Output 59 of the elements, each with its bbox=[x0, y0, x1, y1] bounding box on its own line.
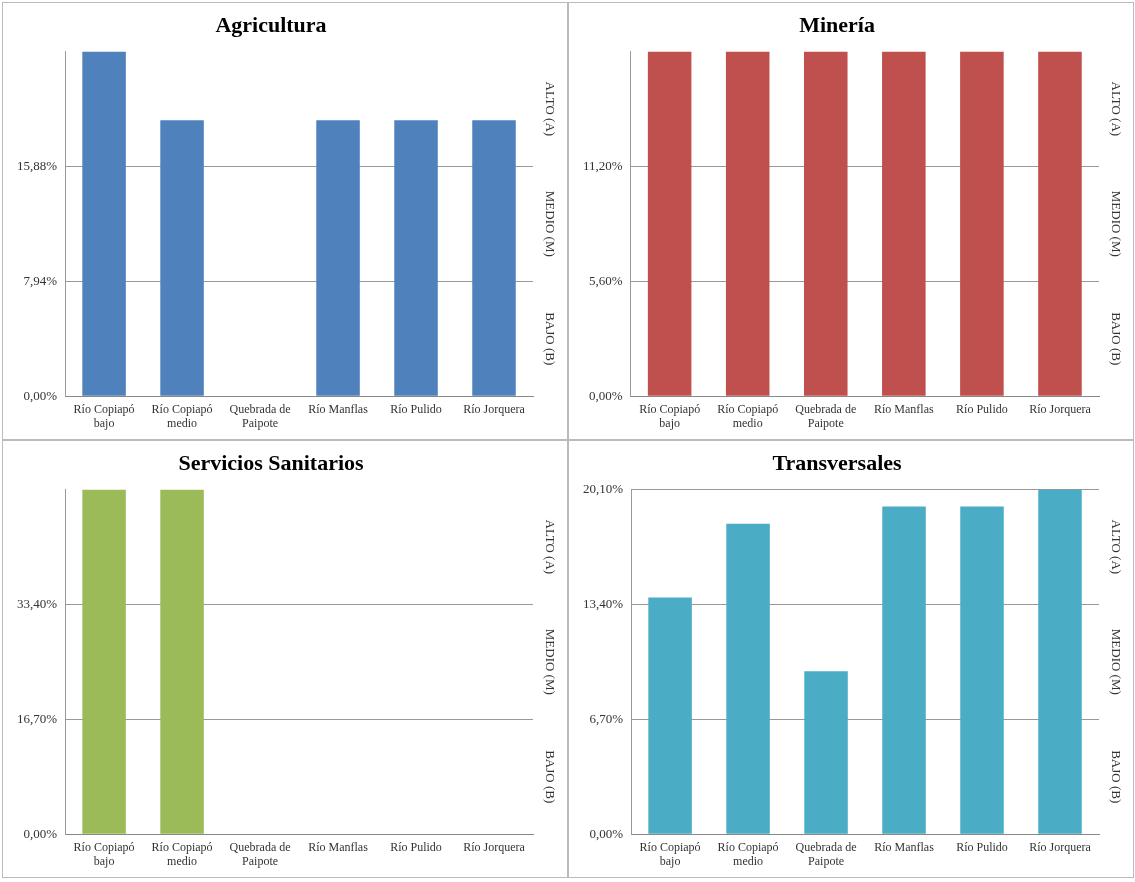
x-tick-label: Río Pulido bbox=[390, 839, 442, 854]
x-tick-label: Quebrada de Paipote bbox=[795, 401, 857, 430]
y-tick-label: 6,70% bbox=[589, 710, 624, 726]
x-tick-label: Río Copiapó medio bbox=[717, 839, 779, 868]
bar bbox=[960, 506, 1004, 834]
text: ALTO (A) bbox=[1108, 81, 1124, 137]
y-tick-label: 15,88% bbox=[16, 157, 58, 173]
x-tick-label: Río Jorquera bbox=[463, 839, 526, 854]
x-tick-label: Río Pulido bbox=[390, 401, 442, 416]
bar bbox=[648, 597, 692, 834]
x-tick-label: Río Jorquera bbox=[1029, 401, 1092, 416]
x-tick-label: Río Copiapó bajo bbox=[639, 839, 701, 868]
x-tick-label: Quebrada de Paipote bbox=[229, 839, 291, 868]
x-tick-label: Río Jorquera bbox=[463, 401, 526, 416]
x-tick-label: Río Copiapó bajo bbox=[73, 839, 135, 868]
text: ALTO (A) bbox=[542, 81, 558, 137]
x-tick-label: Río Manflas bbox=[874, 839, 935, 854]
x-tick-label: Río Manflas bbox=[308, 401, 369, 416]
y-tick-label: 13,40% bbox=[582, 595, 624, 611]
y-tick-label: 0,00% bbox=[23, 387, 58, 403]
x-tick-label: Quebrada de Paipote bbox=[795, 839, 857, 868]
x-tick-label: Río Copiapó medio bbox=[151, 401, 213, 430]
y-tick-label: 0,00% bbox=[589, 387, 623, 403]
x-tick-label: Río Copiapó medio bbox=[151, 839, 213, 868]
text: BAJO (B) bbox=[542, 312, 558, 366]
y-tick-label: 5,60% bbox=[589, 272, 623, 288]
y-tick-label: 0,00% bbox=[589, 825, 624, 841]
x-tick-label: Río Pulido bbox=[956, 401, 1008, 416]
x-tick-label: Río Jorquera bbox=[1029, 839, 1092, 854]
bar bbox=[1038, 489, 1082, 834]
x-tick-label: Río Pulido bbox=[956, 839, 1008, 854]
chart-title: Minería bbox=[799, 11, 875, 37]
text: MEDIO (M) bbox=[542, 628, 558, 695]
y-tick-label: 7,94% bbox=[23, 272, 58, 288]
text: BAJO (B) bbox=[1108, 750, 1124, 804]
chart-title: Servicios Sanitarios bbox=[178, 449, 365, 475]
x-tick-label: Río Manflas bbox=[874, 401, 934, 416]
x-tick-label: Río Copiapó bajo bbox=[73, 401, 135, 430]
y-tick-label: 0,00% bbox=[23, 825, 58, 841]
text: BAJO (B) bbox=[542, 750, 558, 804]
y-tick-label: 16,70% bbox=[16, 710, 58, 726]
text: MEDIO (M) bbox=[1108, 628, 1124, 695]
x-tick-label: Río Manflas bbox=[308, 839, 369, 854]
text: MEDIO (M) bbox=[542, 190, 558, 257]
text: ALTO (A) bbox=[542, 519, 558, 575]
x-tick-label: Río Copiapó bajo bbox=[639, 401, 701, 430]
bar bbox=[804, 671, 848, 834]
x-tick-label: Quebrada de Paipote bbox=[229, 401, 291, 430]
text: BAJO (B) bbox=[1108, 312, 1124, 366]
bar bbox=[882, 506, 926, 834]
text: ALTO (A) bbox=[1108, 519, 1124, 575]
x-tick-label: Río Copiapó medio bbox=[717, 401, 779, 430]
y-tick-label: 20,10% bbox=[582, 480, 624, 496]
y-tick-label: 11,20% bbox=[582, 157, 623, 173]
chart-title: Transversales bbox=[772, 449, 902, 475]
bar bbox=[726, 523, 770, 834]
text: MEDIO (M) bbox=[1108, 190, 1124, 257]
y-tick-label: 33,40% bbox=[16, 595, 58, 611]
chart-title: Agricultura bbox=[215, 11, 327, 37]
